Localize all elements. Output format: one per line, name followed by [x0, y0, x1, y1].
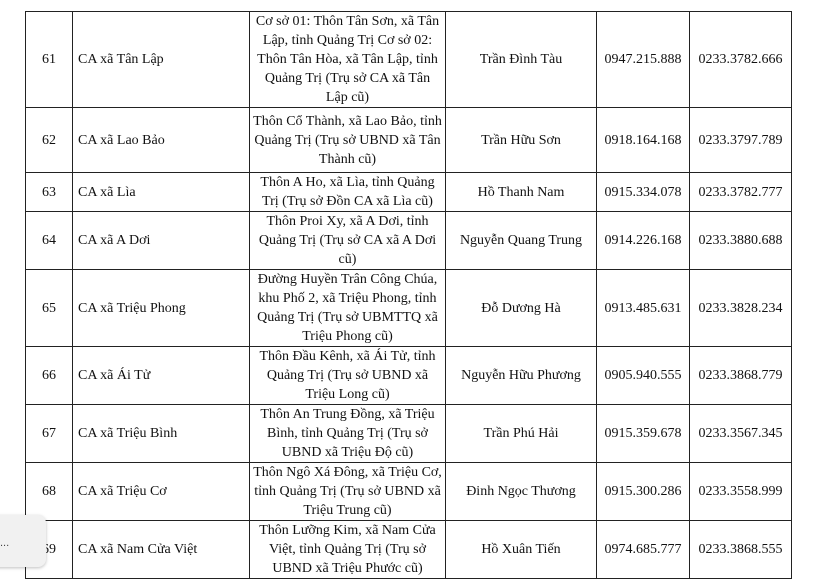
officer-name-cell: Nguyễn Quang Trung	[445, 211, 597, 270]
table-row: 67 CA xã Triệu Bình Thôn An Trung Đồng, xã…	[25, 404, 792, 463]
landline-phone-cell: 0233.3567.345	[689, 404, 792, 463]
unit-name-cell: CA xã Tân Lập	[72, 11, 250, 108]
officer-name-cell: Hồ Xuân Tiến	[445, 520, 597, 579]
table-row: 68 CA xã Triệu Cơ Thôn Ngô Xá Đông, xã Tri…	[25, 462, 792, 521]
row-number-cell: 66	[25, 346, 73, 405]
row-number-cell: 64	[25, 211, 73, 270]
mobile-phone-cell: 0947.215.888	[596, 11, 690, 108]
landline-phone-cell: 0233.3558.999	[689, 462, 792, 521]
officer-name-cell: Đỗ Dương Hà	[445, 269, 597, 347]
landline-phone-cell: 0233.3880.688	[689, 211, 792, 270]
officer-name-cell: Trần Phú Hải	[445, 404, 597, 463]
address-cell: Thôn Proi Xy, xã A Dơi, tỉnh Quảng Trị (…	[249, 211, 446, 270]
mobile-phone-cell: 0974.685.777	[596, 520, 690, 579]
landline-phone-cell: 0233.3828.234	[689, 269, 792, 347]
table-row: 62 CA xã Lao Bảo Thôn Cổ Thành, xã Lao Bảo…	[25, 107, 792, 173]
landline-phone-cell: 0233.3868.555	[689, 520, 792, 579]
officer-name-cell: Trần Đình Tàu	[445, 11, 597, 108]
mobile-phone-cell: 0915.334.078	[596, 172, 690, 212]
unit-name-cell: CA xã A Dơi	[72, 211, 250, 270]
ellipsis-icon: ...	[0, 537, 10, 549]
address-cell: Cơ sở 01: Thôn Tân Sơn, xã Tân Lập, tỉnh…	[249, 11, 446, 108]
address-cell: Thôn Cổ Thành, xã Lao Bảo, tỉnh Quảng Tr…	[249, 107, 446, 173]
mobile-phone-cell: 0918.164.168	[596, 107, 690, 173]
officer-name-cell: Hồ Thanh Nam	[445, 172, 597, 212]
row-number-cell: 67	[25, 404, 73, 463]
police-directory-table: 61 CA xã Tân Lập Cơ sở 01: Thôn Tân Sơn, x…	[25, 11, 792, 579]
more-options-popup[interactable]: ...	[0, 515, 46, 567]
address-cell: Thôn A Ho, xã Lìa, tỉnh Quảng Trị (Trụ s…	[249, 172, 446, 212]
officer-name-cell: Trần Hữu Sơn	[445, 107, 597, 173]
mobile-phone-cell: 0915.359.678	[596, 404, 690, 463]
address-cell: Thôn Đầu Kênh, xã Ái Tử, tỉnh Quảng Trị …	[249, 346, 446, 405]
address-cell: Đường Huyền Trân Công Chúa, khu Phố 2, x…	[249, 269, 446, 347]
unit-name-cell: CA xã Triệu Phong	[72, 269, 250, 347]
table-row: 66 CA xã Ái Tử Thôn Đầu Kênh, xã Ái Tử, tỉ…	[25, 346, 792, 405]
mobile-phone-cell: 0915.300.286	[596, 462, 690, 521]
unit-name-cell: CA xã Nam Cửa Việt	[72, 520, 250, 579]
address-cell: Thôn Ngô Xá Đông, xã Triệu Cơ, tỉnh Quản…	[249, 462, 446, 521]
unit-name-cell: CA xã Lìa	[72, 172, 250, 212]
table-row: 61 CA xã Tân Lập Cơ sở 01: Thôn Tân Sơn, x…	[25, 11, 792, 108]
table-row: 65 CA xã Triệu Phong Đường Huyền Trân Công…	[25, 269, 792, 347]
unit-name-cell: CA xã Lao Bảo	[72, 107, 250, 173]
landline-phone-cell: 0233.3797.789	[689, 107, 792, 173]
row-number-cell: 68	[25, 462, 73, 521]
officer-name-cell: Đinh Ngọc Thương	[445, 462, 597, 521]
table-row: 69 CA xã Nam Cửa Việt Thôn Lưỡng Kim, xã N…	[25, 520, 792, 579]
mobile-phone-cell: 0905.940.555	[596, 346, 690, 405]
table-row: 63 CA xã Lìa Thôn A Ho, xã Lìa, tỉnh Quảng…	[25, 172, 792, 212]
landline-phone-cell: 0233.3782.666	[689, 11, 792, 108]
row-number-cell: 65	[25, 269, 73, 347]
landline-phone-cell: 0233.3868.779	[689, 346, 792, 405]
row-number-cell: 62	[25, 107, 73, 173]
unit-name-cell: CA xã Triệu Bình	[72, 404, 250, 463]
row-number-cell: 61	[25, 11, 73, 108]
landline-phone-cell: 0233.3782.777	[689, 172, 792, 212]
unit-name-cell: CA xã Ái Tử	[72, 346, 250, 405]
mobile-phone-cell: 0913.485.631	[596, 269, 690, 347]
unit-name-cell: CA xã Triệu Cơ	[72, 462, 250, 521]
table-row: 64 CA xã A Dơi Thôn Proi Xy, xã A Dơi, tỉn…	[25, 211, 792, 270]
address-cell: Thôn An Trung Đồng, xã Triệu Bình, tỉnh …	[249, 404, 446, 463]
officer-name-cell: Nguyễn Hữu Phương	[445, 346, 597, 405]
row-number-cell: 63	[25, 172, 73, 212]
mobile-phone-cell: 0914.226.168	[596, 211, 690, 270]
